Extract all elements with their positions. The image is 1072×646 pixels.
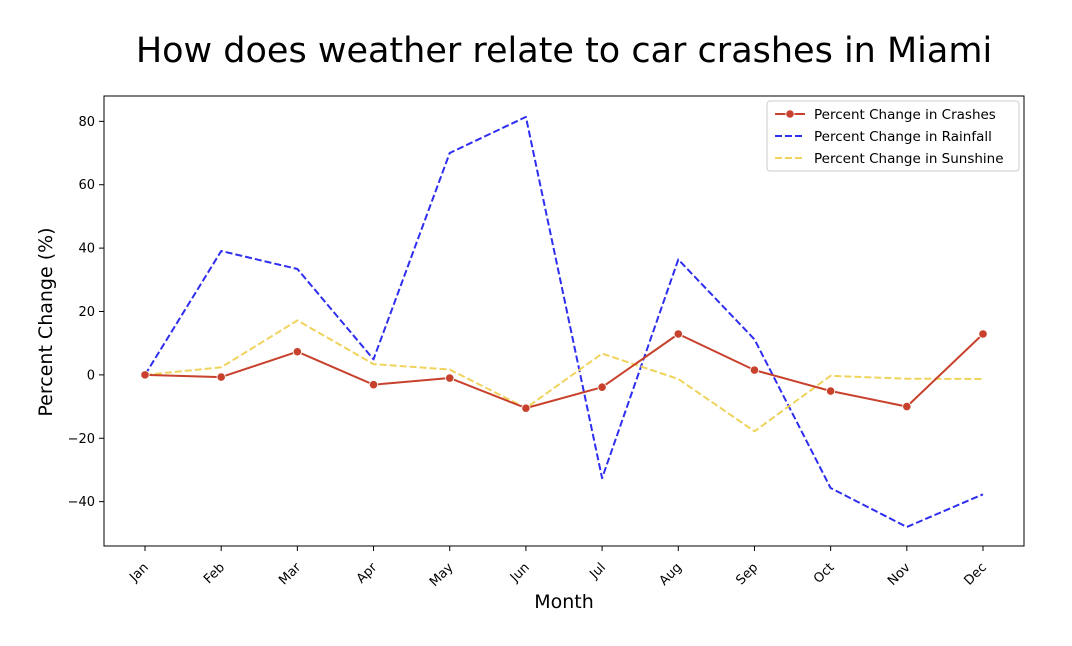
percent-change-in-crashes-point	[521, 403, 531, 413]
y-tick-label: −40	[68, 495, 95, 510]
x-tick-label: Feb	[201, 560, 228, 587]
plot-frame	[103, 95, 1025, 547]
x-tick-label: Aug	[657, 560, 686, 589]
percent-change-in-crashes-point	[292, 347, 302, 357]
percent-change-in-crashes-line	[144, 333, 984, 410]
percent-change-in-crashes-point	[597, 382, 607, 392]
percent-change-in-crashes-point	[673, 329, 683, 339]
x-tick-label: Dec	[961, 560, 989, 588]
y-axis-label: Percent Change (%)	[35, 227, 57, 416]
x-axis-label: Month	[534, 591, 594, 613]
percent-change-in-rainfall-line	[144, 115, 984, 528]
percent-change-in-sunshine-line	[144, 319, 984, 433]
legend-box	[766, 100, 1020, 172]
legend: Percent Change in Crashes Percent Change …	[766, 100, 1020, 172]
y-tick-label: 80	[78, 115, 95, 130]
percent-change-in-crashes-point	[216, 372, 226, 382]
legend-label: Percent Change in Crashes	[814, 107, 996, 123]
y-tick-label: 20	[78, 305, 95, 320]
y-tick-label: 60	[78, 178, 95, 193]
legend-label: Percent Change in Sunshine	[814, 151, 1004, 167]
y-tick-label: 40	[78, 242, 95, 257]
x-tick-label: May	[427, 560, 457, 590]
percent-change-in-crashes-point	[368, 380, 379, 390]
x-tick-label: Oct	[811, 560, 838, 587]
legend-label: Percent Change in Rainfall	[814, 129, 992, 145]
percent-change-in-crashes-point	[445, 373, 455, 383]
percent-change-in-crashes-point	[749, 365, 760, 375]
x-tick-label: Jun	[507, 560, 533, 586]
chart-title: How does weather relate to car crashes i…	[136, 31, 992, 71]
percent-change-in-crashes-point	[826, 386, 836, 396]
x-tick-label: Sep	[733, 560, 761, 588]
x-tick-label: Jan	[126, 560, 151, 585]
x-tick-label: Apr	[354, 560, 381, 587]
y-tick-label: 0	[87, 368, 95, 383]
percent-change-in-crashes-point	[140, 370, 150, 380]
x-tick-label: Nov	[885, 560, 914, 589]
percent-change-in-crashes-point	[978, 329, 988, 339]
x-tick-label: Jul	[587, 560, 609, 582]
series-lines	[140, 115, 988, 528]
legend-marker	[785, 109, 795, 119]
x-tick-label: Mar	[276, 560, 304, 588]
percent-change-in-crashes-point	[902, 401, 912, 412]
y-tick-label: −20	[68, 432, 95, 447]
